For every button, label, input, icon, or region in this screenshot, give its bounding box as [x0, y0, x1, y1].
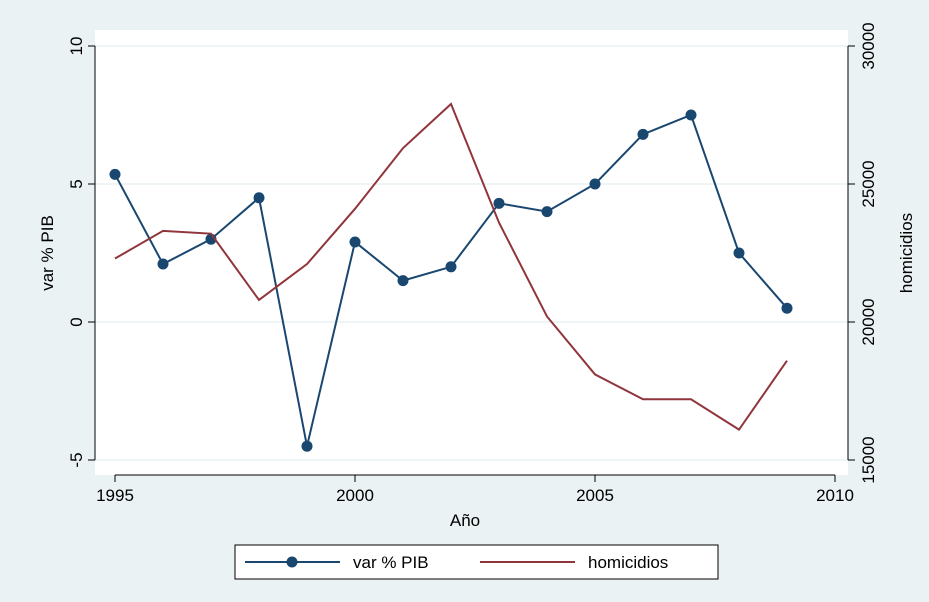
- legend-label: homicidios: [588, 553, 668, 572]
- point: [781, 302, 793, 314]
- x-axis-title: Año: [450, 511, 480, 530]
- point: [589, 178, 601, 190]
- point: [445, 261, 457, 273]
- x-tick-label: 2000: [336, 486, 374, 505]
- point: [493, 197, 505, 209]
- legend-marker: [286, 556, 298, 568]
- point: [733, 247, 745, 259]
- y-tick-label: -5: [67, 452, 86, 467]
- x-tick-label: 2010: [816, 486, 854, 505]
- y-tick-label: 10: [67, 37, 86, 56]
- point: [397, 275, 409, 287]
- y2-tick-label: 15000: [859, 436, 878, 483]
- point: [253, 192, 265, 204]
- point: [685, 109, 697, 121]
- x-tick-label: 1995: [96, 486, 134, 505]
- y2-tick-label: 25000: [859, 160, 878, 207]
- x-tick-label: 2005: [576, 486, 614, 505]
- point: [637, 128, 649, 140]
- y-tick-label: 0: [67, 317, 86, 326]
- series-line: [114, 102, 788, 431]
- plot-area: [95, 30, 848, 475]
- y-axis-title: var % PIB: [38, 215, 57, 291]
- point: [109, 168, 121, 180]
- point: [349, 236, 361, 248]
- y2-tick-label: 30000: [859, 22, 878, 69]
- legend-label: var % PIB: [353, 553, 429, 572]
- y-tick-label: 5: [67, 179, 86, 188]
- point: [157, 258, 169, 270]
- y2-tick-label: 20000: [859, 298, 878, 345]
- point: [301, 440, 313, 452]
- point: [541, 206, 553, 218]
- y2-axis-title: homicidios: [897, 213, 916, 293]
